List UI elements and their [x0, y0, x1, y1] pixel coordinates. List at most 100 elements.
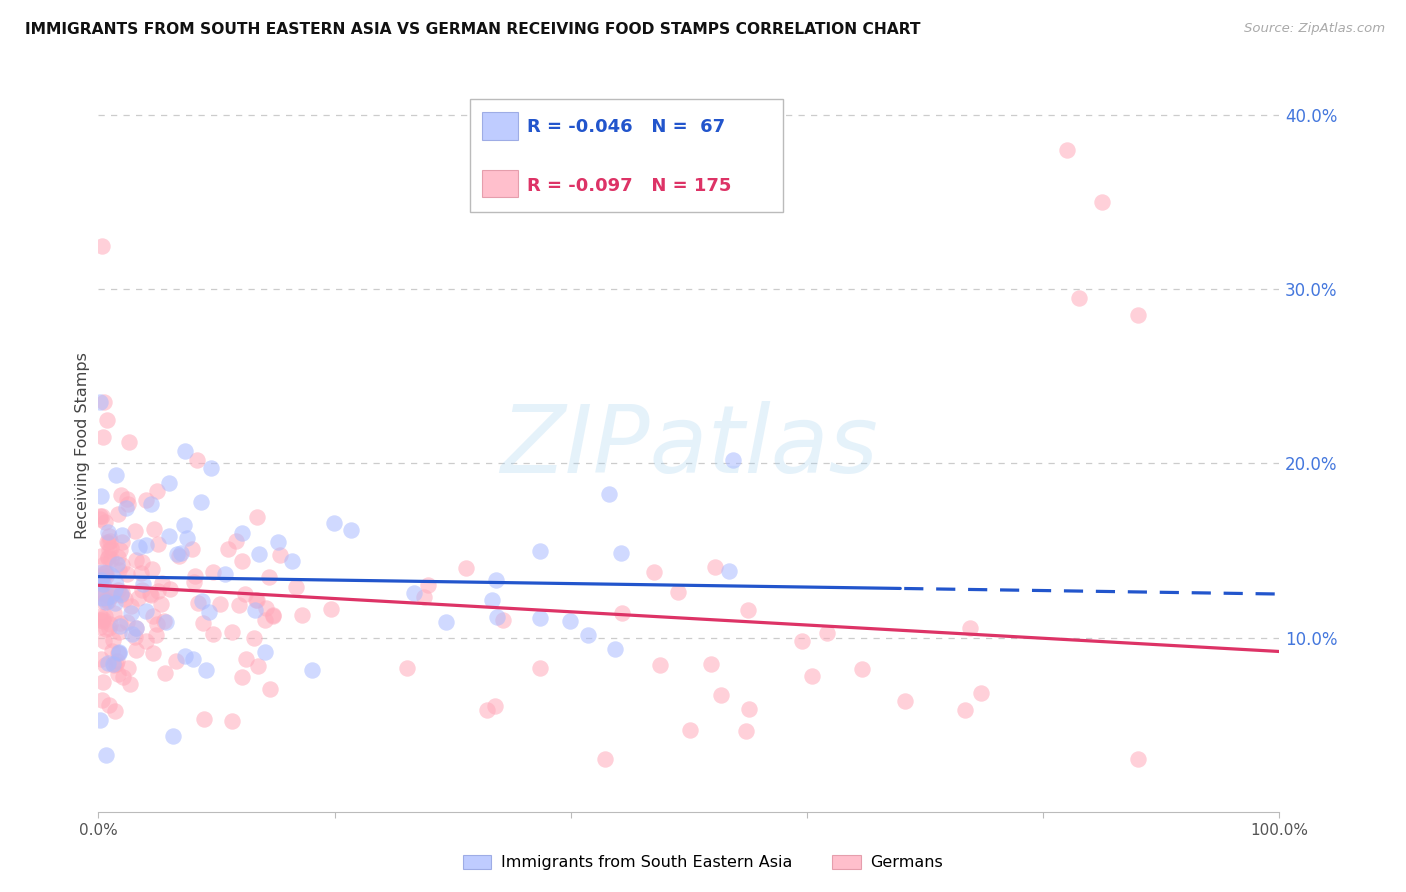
Point [90, 570, 112, 584]
Point [159, 582, 181, 597]
Point [98, 590, 121, 604]
Point [104, 704, 127, 718]
Point [201, 626, 224, 640]
Point [208, 597, 231, 611]
Point [815, 626, 838, 640]
Point [721, 452, 744, 467]
Point [107, 583, 129, 598]
Point [200, 460, 222, 475]
Point [105, 557, 128, 571]
Point [97, 543, 120, 558]
Point [529, 611, 551, 625]
Point [155, 615, 177, 629]
Point [96, 413, 118, 427]
Point [104, 596, 127, 610]
Point [402, 586, 425, 600]
Point [93, 593, 115, 607]
Point [111, 670, 134, 684]
Point [121, 627, 143, 641]
Point [187, 596, 209, 610]
Point [894, 694, 917, 708]
Point [97, 594, 120, 608]
Point [131, 555, 153, 569]
Point [145, 616, 167, 631]
Point [91, 238, 114, 252]
Point [231, 670, 253, 684]
Point [700, 657, 723, 671]
Point [93, 395, 115, 409]
Point [89, 395, 111, 409]
Text: R = -0.097   N = 175: R = -0.097 N = 175 [527, 178, 731, 195]
Point [93, 595, 115, 609]
Point [124, 631, 146, 645]
Point [93, 634, 115, 648]
Point [94, 566, 117, 580]
Point [262, 609, 284, 624]
Point [176, 531, 198, 545]
Point [142, 646, 165, 660]
Point [125, 552, 148, 566]
Point [141, 562, 163, 576]
Text: R = -0.046   N =  67: R = -0.046 N = 67 [527, 119, 725, 136]
Point [254, 613, 277, 627]
Point [233, 587, 256, 601]
Point [94, 594, 117, 608]
Point [98, 534, 121, 549]
Point [253, 645, 276, 659]
Point [111, 585, 134, 599]
Point [117, 497, 139, 511]
Point [800, 668, 823, 682]
Point [91, 612, 114, 626]
Point [301, 663, 323, 677]
Point [97, 529, 120, 543]
Point [125, 621, 148, 635]
Point [111, 528, 134, 542]
Point [486, 609, 509, 624]
Point [242, 631, 264, 645]
Point [105, 468, 128, 483]
Point [142, 609, 165, 624]
Point [1126, 309, 1149, 323]
Point [94, 566, 117, 581]
Point [90, 509, 112, 524]
Point [152, 576, 174, 591]
Point [737, 603, 759, 617]
Point [125, 643, 148, 657]
Point [145, 628, 167, 642]
Point [195, 663, 218, 677]
Point [734, 723, 756, 738]
Point [141, 497, 163, 511]
Point [529, 544, 551, 558]
Point [111, 558, 134, 572]
Point [643, 565, 665, 579]
Point [97, 549, 120, 564]
Point [100, 541, 122, 555]
Point [94, 747, 117, 762]
Point [139, 587, 162, 601]
Point [89, 582, 111, 597]
Point [173, 518, 195, 533]
Point [94, 569, 117, 583]
Point [103, 606, 125, 620]
Point [738, 702, 761, 716]
Point [120, 607, 142, 621]
Point [418, 578, 440, 592]
Point [132, 577, 155, 591]
Point [128, 540, 150, 554]
Point [262, 607, 284, 622]
Point [166, 548, 188, 562]
Point [165, 655, 187, 669]
Point [115, 615, 138, 630]
Point [101, 657, 124, 672]
Point [174, 444, 197, 458]
Point [183, 574, 205, 589]
Point [94, 516, 117, 530]
Point [492, 613, 515, 627]
Point [145, 483, 167, 498]
Point [118, 677, 141, 691]
Point [108, 543, 131, 558]
Point [291, 607, 314, 622]
Point [89, 713, 111, 727]
Point [110, 587, 132, 601]
Point [246, 659, 269, 673]
